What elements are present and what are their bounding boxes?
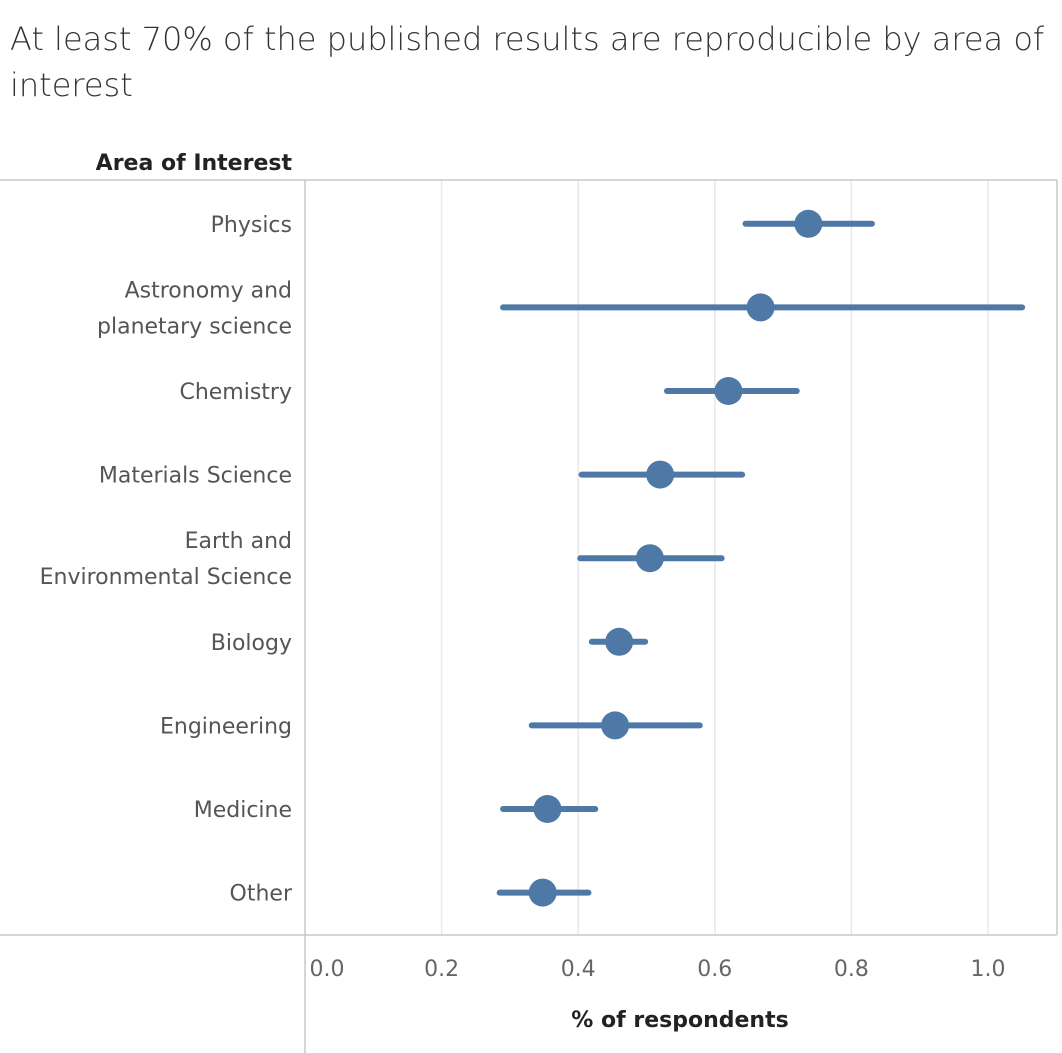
x-tick-label: 0.4 (561, 957, 596, 982)
data-point (714, 377, 743, 405)
x-axis-ticks: 0.0 0.2 0.4 0.6 0.8 1.0 (310, 957, 1006, 982)
data-point (794, 209, 823, 238)
category-label: Engineering (160, 714, 292, 739)
category-label: Earth and Environmental Science (40, 529, 292, 590)
category-label: Chemistry (179, 380, 292, 405)
data-point (635, 544, 664, 573)
x-tick-label: 0.2 (424, 957, 459, 982)
chart-frame (0, 179, 1058, 1053)
category-label: Medicine (194, 798, 292, 823)
row-header: Area of Interest (96, 151, 293, 176)
x-axis-title: % of respondents (571, 1008, 788, 1033)
category-label: Biology (211, 631, 292, 656)
chart-title: At least 70% of the published results ar… (10, 20, 1045, 104)
x-tick-label: 0.6 (697, 957, 732, 982)
category-label: Other (230, 882, 293, 907)
category-labels: Physics Astronomy and planetary science Che… (40, 213, 293, 907)
data-point (528, 878, 557, 907)
data-marks (496, 209, 1026, 907)
x-tick-label: 0.0 (310, 957, 345, 982)
x-tick-label: 0.8 (834, 957, 869, 982)
data-point (746, 293, 775, 322)
data-point (533, 795, 562, 823)
category-label: Materials Science (99, 464, 292, 489)
data-point (646, 460, 675, 489)
data-point (601, 711, 630, 740)
x-tick-label: 1.0 (971, 957, 1006, 982)
category-label: Astronomy and planetary science (97, 278, 292, 339)
data-point (605, 627, 634, 656)
category-label: Physics (211, 213, 292, 238)
